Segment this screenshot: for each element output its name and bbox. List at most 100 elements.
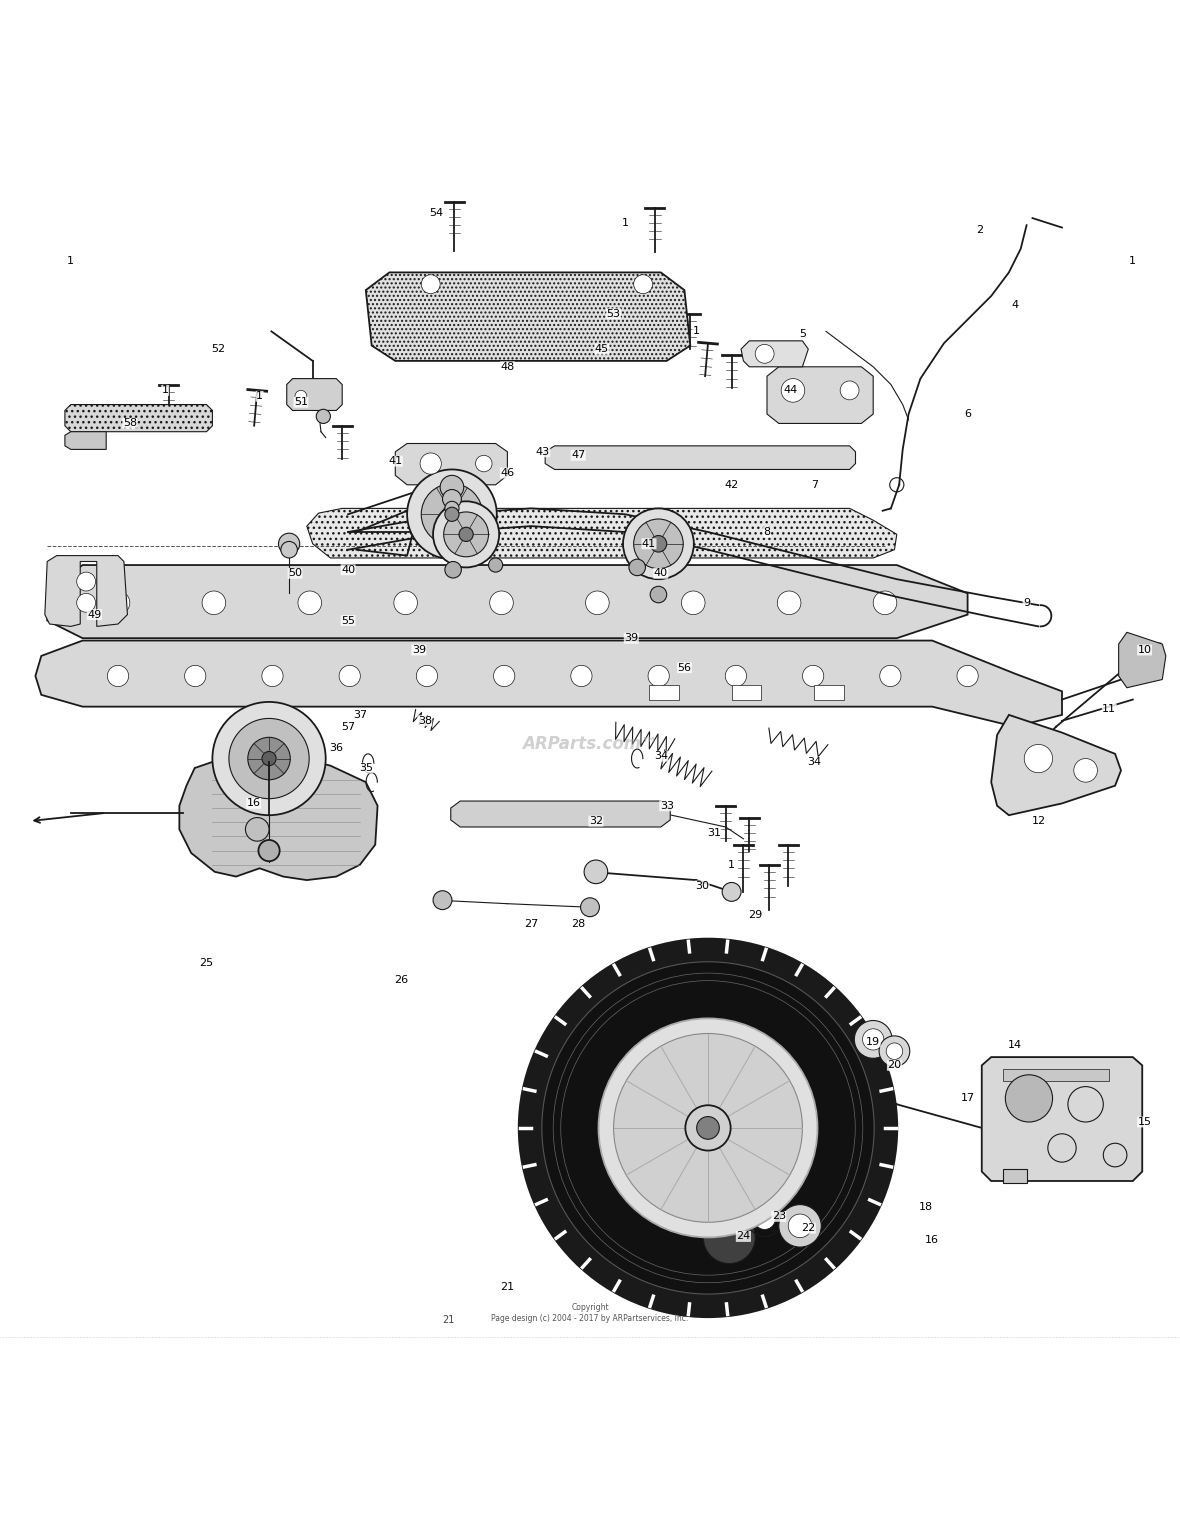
Circle shape	[598, 1018, 818, 1238]
Text: 1: 1	[67, 255, 74, 266]
Text: 20: 20	[887, 1060, 902, 1071]
Circle shape	[957, 665, 978, 687]
Circle shape	[584, 860, 608, 883]
Text: 34: 34	[654, 751, 668, 762]
Polygon shape	[366, 272, 690, 361]
Text: 34: 34	[807, 757, 821, 766]
Text: ARParts.com™: ARParts.com™	[522, 736, 658, 753]
Circle shape	[433, 501, 499, 567]
Text: 4: 4	[1011, 301, 1018, 310]
Circle shape	[106, 591, 130, 614]
Text: 41: 41	[388, 456, 402, 467]
Circle shape	[442, 490, 461, 508]
Text: 39: 39	[412, 645, 426, 654]
Circle shape	[802, 665, 824, 687]
Polygon shape	[1119, 633, 1166, 688]
Circle shape	[394, 591, 418, 614]
Circle shape	[248, 737, 290, 780]
Circle shape	[571, 665, 592, 687]
Circle shape	[107, 665, 129, 687]
Text: 50: 50	[288, 568, 302, 578]
Text: 6: 6	[964, 409, 971, 419]
Polygon shape	[65, 432, 106, 450]
Polygon shape	[741, 341, 808, 367]
Text: 53: 53	[607, 309, 621, 318]
Text: 39: 39	[624, 633, 638, 644]
Text: 1: 1	[622, 218, 629, 227]
Text: 23: 23	[772, 1212, 786, 1221]
Circle shape	[682, 591, 704, 614]
Text: 1: 1	[728, 860, 735, 869]
Text: 45: 45	[595, 344, 609, 355]
Circle shape	[278, 533, 300, 554]
Polygon shape	[179, 754, 378, 880]
Circle shape	[703, 1212, 755, 1264]
Text: 43: 43	[536, 447, 550, 456]
Text: 30: 30	[695, 882, 709, 891]
Text: 56: 56	[677, 662, 691, 673]
Polygon shape	[991, 714, 1121, 816]
Circle shape	[1005, 1075, 1053, 1121]
Text: 15: 15	[1138, 1117, 1152, 1127]
Circle shape	[212, 702, 326, 816]
Text: 44: 44	[784, 386, 798, 395]
Circle shape	[614, 1034, 802, 1223]
Circle shape	[879, 1035, 910, 1066]
Text: 55: 55	[341, 616, 355, 625]
Polygon shape	[767, 367, 873, 424]
Text: 54: 54	[430, 209, 444, 218]
Circle shape	[281, 542, 297, 558]
Circle shape	[686, 1106, 730, 1150]
Circle shape	[433, 891, 452, 909]
Text: 32: 32	[589, 816, 603, 826]
Circle shape	[696, 1117, 720, 1140]
Text: 37: 37	[353, 710, 367, 720]
Polygon shape	[395, 444, 507, 485]
Text: 16: 16	[247, 799, 261, 808]
Polygon shape	[1003, 1069, 1109, 1081]
Circle shape	[493, 665, 514, 687]
Polygon shape	[545, 445, 856, 470]
Polygon shape	[47, 565, 968, 637]
Text: 40: 40	[341, 565, 355, 574]
Circle shape	[754, 1209, 775, 1229]
Circle shape	[726, 665, 747, 687]
Text: 24: 24	[736, 1232, 750, 1241]
Text: 16: 16	[925, 1235, 939, 1246]
Text: 11: 11	[1102, 703, 1116, 714]
Circle shape	[629, 559, 645, 576]
Circle shape	[778, 591, 801, 614]
Circle shape	[339, 665, 360, 687]
Circle shape	[788, 1213, 812, 1238]
Circle shape	[542, 962, 874, 1293]
Circle shape	[184, 665, 205, 687]
Text: 1: 1	[256, 392, 263, 401]
Circle shape	[77, 571, 96, 591]
Text: 27: 27	[524, 919, 538, 929]
Text: 58: 58	[123, 418, 137, 429]
Circle shape	[442, 505, 461, 524]
Circle shape	[623, 508, 694, 579]
Circle shape	[316, 409, 330, 424]
Circle shape	[445, 507, 459, 521]
Circle shape	[440, 475, 464, 499]
Circle shape	[650, 536, 667, 551]
Circle shape	[755, 344, 774, 362]
Text: 42: 42	[725, 479, 739, 490]
Text: 1: 1	[1129, 255, 1136, 266]
Text: 26: 26	[394, 975, 408, 986]
Text: 41: 41	[642, 539, 656, 548]
Polygon shape	[451, 802, 670, 826]
Circle shape	[722, 883, 741, 902]
Polygon shape	[307, 508, 897, 558]
Circle shape	[421, 275, 440, 293]
Circle shape	[863, 1029, 884, 1051]
Circle shape	[779, 1204, 821, 1247]
Polygon shape	[649, 685, 678, 699]
Circle shape	[585, 591, 609, 614]
Circle shape	[873, 591, 897, 614]
Text: 21: 21	[500, 1283, 514, 1292]
Text: 22: 22	[801, 1223, 815, 1233]
Text: 12: 12	[1031, 816, 1045, 826]
Text: 52: 52	[211, 344, 225, 355]
